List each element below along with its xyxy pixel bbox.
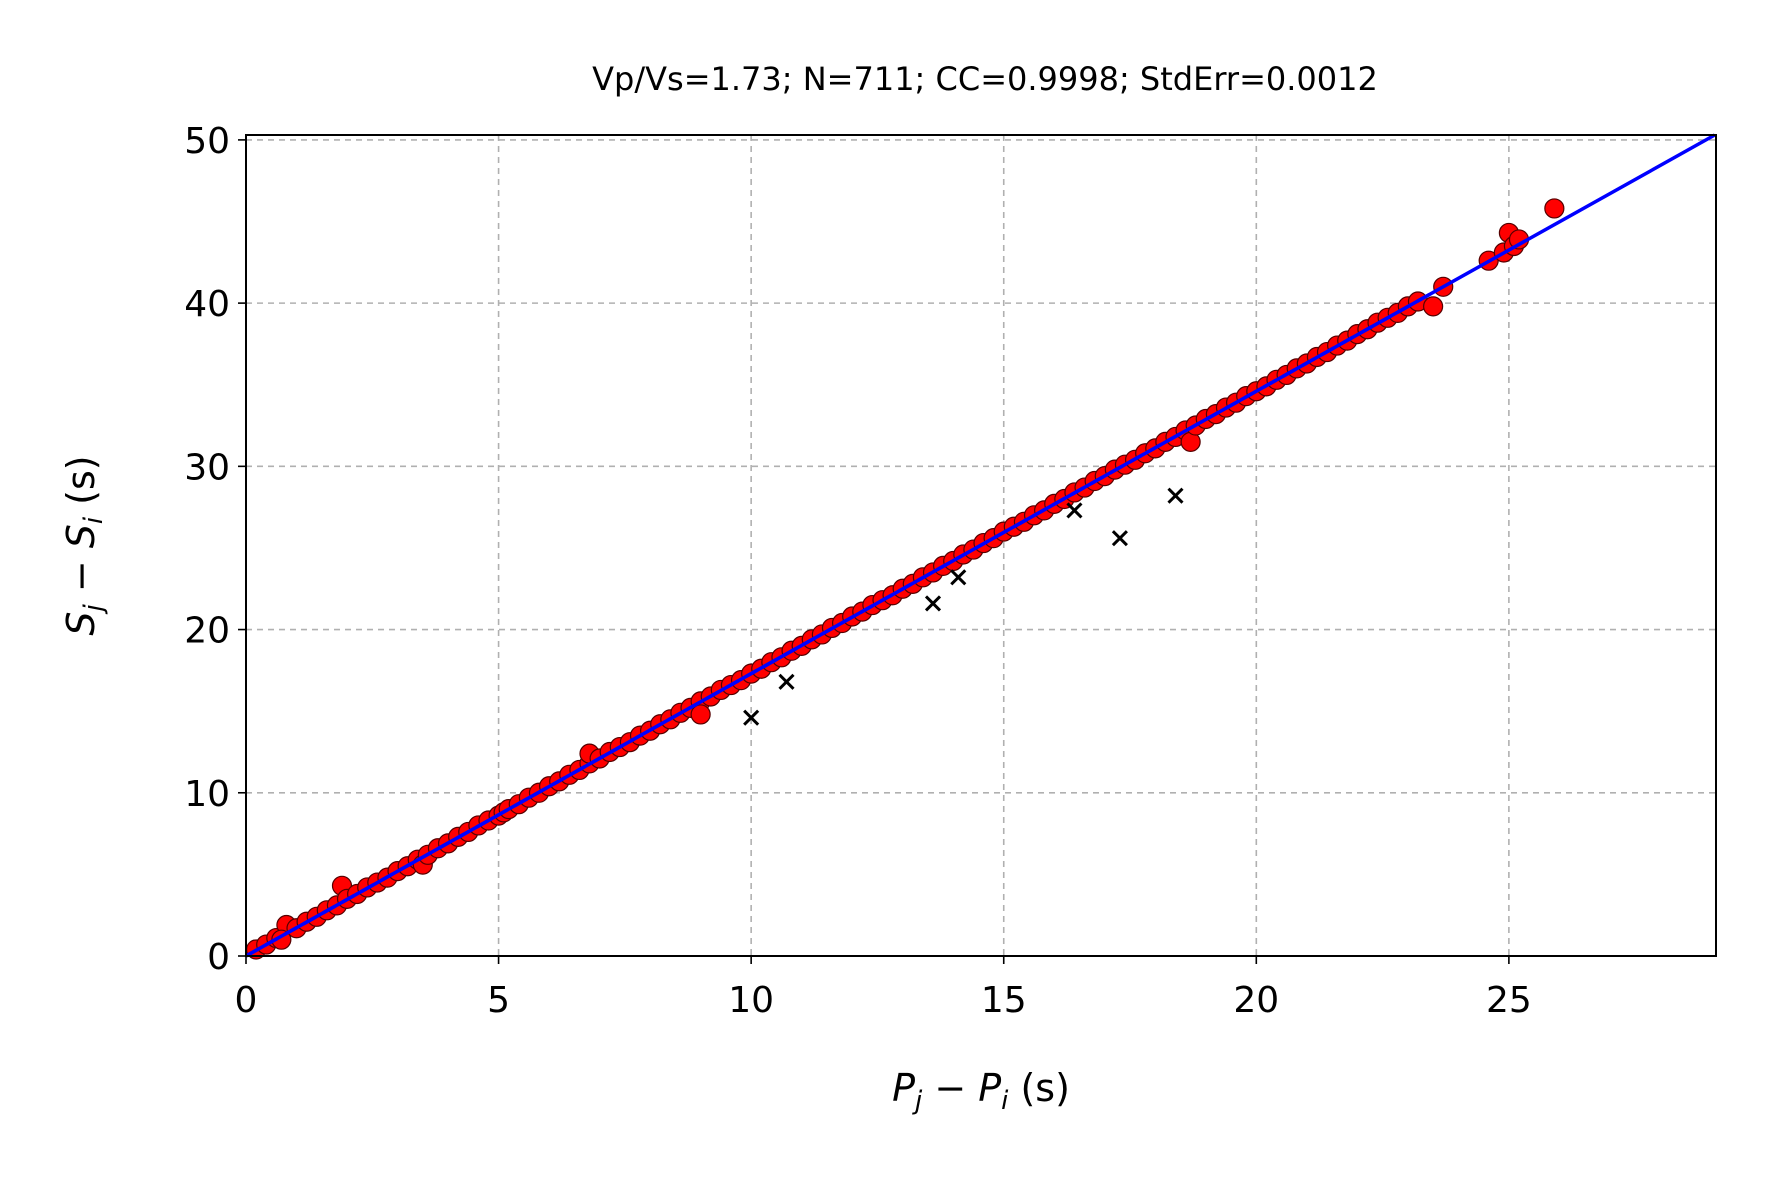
y-label-base2: S — [59, 524, 103, 548]
data-point-x — [778, 673, 795, 690]
y-tick-label: 20 — [184, 611, 230, 652]
x-label-base2: P — [978, 1066, 1001, 1110]
x-tick-label: 20 — [1233, 980, 1279, 1021]
x-axis-label: Pj − Pi (s) — [892, 1066, 1070, 1116]
data-point-x — [1167, 487, 1184, 504]
axis-ticks: 0 5 10 15 20 25 0 10 20 30 40 50 — [184, 121, 1532, 1021]
y-tick-label: 40 — [184, 284, 230, 325]
y-tick-label: 30 — [184, 447, 230, 488]
data-point-circle — [1544, 198, 1565, 219]
x-tick-label: 5 — [487, 980, 510, 1021]
x-label-unit: (s) — [1008, 1066, 1070, 1110]
grid — [246, 135, 1716, 956]
x-label-base: P — [892, 1066, 915, 1110]
y-label-base: S — [59, 612, 103, 636]
x-marker-stroke — [950, 569, 967, 586]
data-point-x — [743, 709, 760, 726]
x-marker-stroke — [1066, 502, 1083, 519]
plot-frame — [245, 134, 1717, 957]
y-axis-label: Sj − Si (s) — [59, 455, 109, 635]
data-point-circle — [690, 704, 711, 725]
x-marker-stroke — [778, 673, 795, 690]
x-tick-label: 10 — [728, 980, 774, 1021]
x-tick-label: 0 — [235, 980, 258, 1021]
x-marker-stroke — [1167, 487, 1184, 504]
x-label-sub-i: i — [1001, 1086, 1009, 1116]
y-tick-label: 10 — [184, 774, 230, 815]
x-marker-stroke — [924, 595, 942, 612]
data-point-x — [1111, 530, 1128, 547]
x-marker-stroke — [743, 709, 760, 726]
x-label-minus: − — [922, 1066, 978, 1110]
x-tick-label: 25 — [1486, 980, 1532, 1021]
x-label-sub-j: j — [912, 1086, 923, 1116]
chart-title: Vp/Vs=1.73; N=711; CC=0.9998; StdErr=0.0… — [592, 60, 1378, 98]
y-label-sub-j: j — [79, 604, 109, 615]
y-tick-label: 50 — [184, 121, 230, 162]
data-point-circle — [1423, 296, 1444, 317]
y-label-sub-i: i — [79, 516, 109, 524]
data-marks — [245, 133, 1716, 960]
y-label-unit: (s) — [59, 455, 103, 517]
data-point-x — [924, 595, 942, 612]
x-marker-stroke — [1111, 530, 1128, 547]
x-tick-label: 15 — [981, 980, 1027, 1021]
data-point-x — [1066, 502, 1083, 519]
data-point-x — [950, 569, 967, 586]
y-tick-label: 0 — [207, 937, 230, 978]
fit-line-dashed — [245, 290, 1434, 958]
y-label-minus: − — [59, 548, 103, 604]
